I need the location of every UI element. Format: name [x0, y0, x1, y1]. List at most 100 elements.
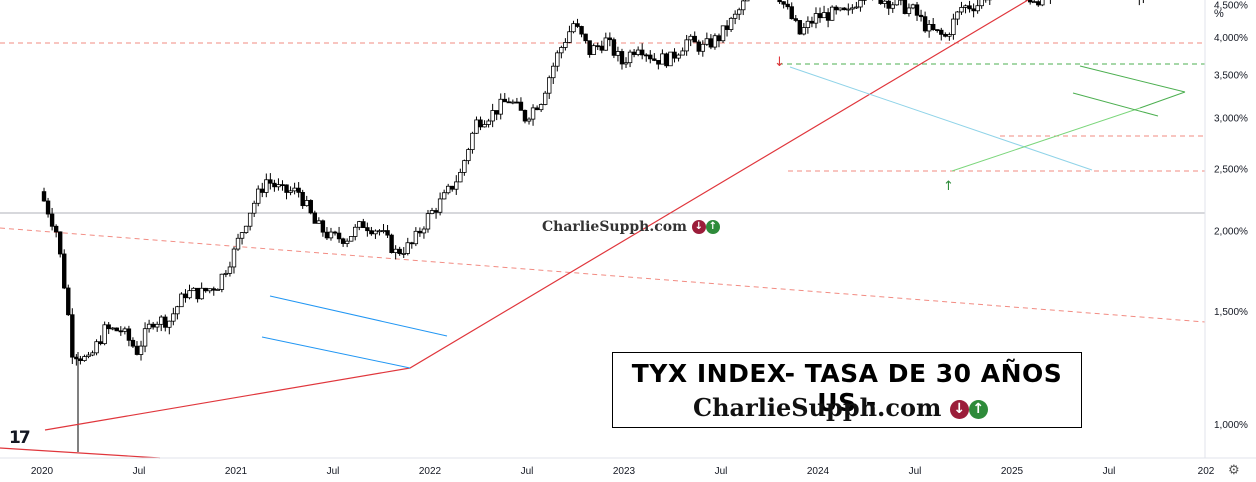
candle-body — [308, 200, 313, 214]
candle — [231, 246, 237, 274]
candle-body — [595, 45, 600, 48]
candle — [207, 288, 212, 294]
candle — [571, 20, 576, 34]
candle — [215, 288, 221, 291]
candle — [82, 354, 87, 362]
candle — [559, 45, 564, 59]
candle-body — [587, 40, 592, 55]
candle — [656, 60, 661, 70]
candle-body — [547, 77, 552, 94]
candle-body — [191, 287, 196, 292]
candle-body — [187, 290, 192, 299]
candle-body — [385, 230, 390, 236]
candle — [959, 1, 964, 15]
candle — [353, 224, 358, 241]
candle-body — [316, 220, 322, 224]
candle — [276, 178, 281, 191]
candle-body — [514, 101, 520, 104]
candle — [409, 241, 415, 249]
candle — [591, 43, 596, 55]
candle — [846, 3, 851, 16]
candle — [619, 48, 625, 70]
candle — [724, 20, 730, 37]
candle-body — [939, 29, 944, 35]
candle — [106, 322, 111, 335]
candle-body — [708, 38, 714, 48]
candle — [292, 182, 297, 195]
candle-body — [538, 104, 544, 111]
candle — [183, 289, 188, 303]
y-tick-label: 3,000% — [1214, 113, 1248, 124]
candle-body — [300, 192, 305, 207]
candle-body — [90, 352, 95, 356]
candle — [377, 229, 382, 236]
x-tick-label: 2022 — [419, 466, 442, 477]
candle-body — [660, 53, 665, 65]
candle-body — [292, 187, 297, 192]
candle — [854, 1, 859, 9]
candle — [720, 25, 726, 43]
candle-body — [425, 213, 431, 230]
candle — [288, 186, 293, 196]
candle — [943, 32, 948, 38]
candle — [652, 53, 657, 62]
candle-body — [1040, 0, 1045, 6]
candle-body — [506, 101, 512, 104]
candle-body — [353, 226, 358, 237]
candle — [454, 175, 459, 195]
candle-body — [959, 7, 964, 13]
candle — [850, 4, 855, 14]
candle-body — [433, 210, 439, 213]
site-name-text: CharlieSupph.com — [693, 393, 942, 422]
candle — [340, 237, 346, 247]
candle — [179, 292, 184, 308]
candle — [963, 4, 968, 14]
candle — [369, 226, 374, 236]
candle — [660, 49, 665, 65]
candle — [211, 286, 216, 296]
settings-icon[interactable]: ⚙ — [1228, 462, 1240, 477]
candle-body — [450, 185, 455, 190]
candle-body — [736, 9, 742, 15]
candle-body — [607, 37, 613, 41]
candle — [1142, 0, 1144, 4]
candle — [547, 75, 552, 99]
candle — [458, 168, 463, 183]
candle-body — [591, 45, 596, 55]
candle — [219, 273, 225, 293]
candle — [821, 5, 827, 19]
candle-body — [207, 288, 212, 292]
candle — [615, 46, 621, 62]
candle-body — [429, 210, 435, 215]
candle-body — [445, 185, 451, 194]
candle — [741, 0, 746, 16]
candle-body — [159, 316, 164, 325]
candle-body — [777, 0, 782, 3]
candle — [793, 14, 798, 23]
candle — [955, 11, 960, 26]
candle — [522, 109, 528, 124]
candle-body — [280, 184, 285, 187]
candle — [421, 226, 427, 239]
candle — [979, 0, 984, 9]
x-tick-label: Jul — [715, 466, 728, 477]
y-tick-label: 1,000% — [1214, 420, 1248, 431]
candle-body — [781, 1, 786, 5]
candle-body — [672, 51, 677, 59]
candle-body — [324, 231, 330, 239]
candle-body — [890, 4, 895, 9]
candle-body — [627, 51, 633, 64]
candle — [417, 227, 423, 237]
candle — [118, 326, 124, 336]
candle-body — [664, 53, 669, 67]
candle — [882, 0, 887, 8]
candle-body — [526, 118, 532, 122]
candle — [785, 0, 790, 10]
candle — [159, 315, 164, 332]
candle — [886, 0, 891, 15]
candle-body — [268, 179, 273, 184]
candle-body — [231, 248, 237, 268]
candle-body — [741, 0, 746, 11]
candle — [817, 7, 823, 23]
